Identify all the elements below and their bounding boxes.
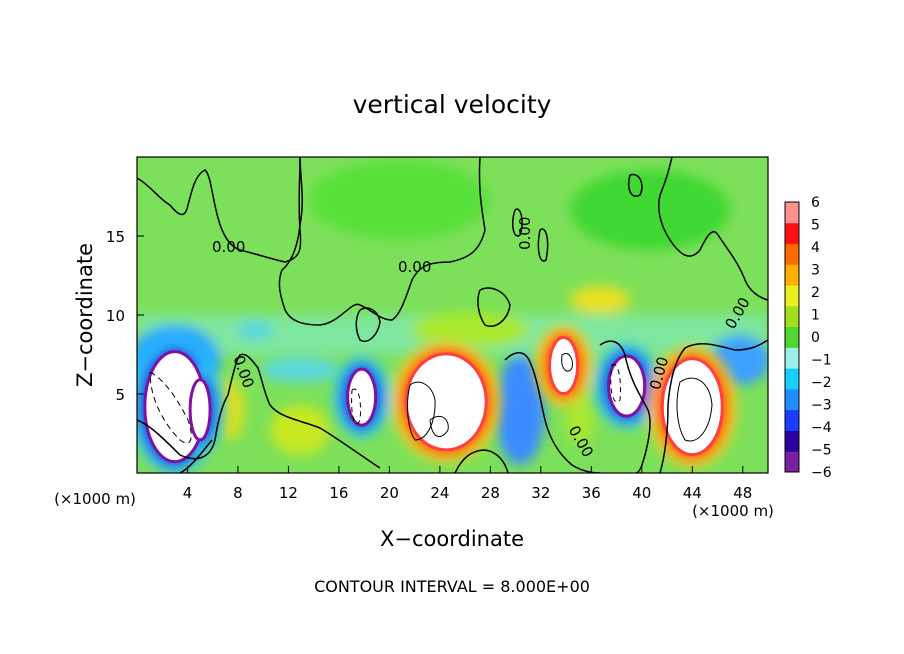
colorbar-tick-label: −5 [811, 443, 832, 459]
x-axis-label: X−coordinate [380, 527, 524, 551]
x-tick-label: 44 [683, 484, 702, 502]
x-unit-left: (×1000 m) [54, 490, 136, 508]
colorbar-swatch [785, 388, 799, 411]
colorbar: 6 5 4 3 2 1 0 −1 −2 −3 −4 −5 −6 [784, 195, 832, 481]
colorbar-swatch [785, 285, 799, 307]
y-axis-label: Z−coordinate [73, 243, 97, 387]
x-unit-right: (×1000 m) [692, 502, 774, 520]
zero-contours [137, 157, 768, 473]
x-axis: 4 8 12 16 20 24 28 32 36 40 44 48 [183, 466, 752, 502]
y-tick-label: 10 [106, 307, 125, 325]
x-tick-label: 40 [632, 484, 651, 502]
cell-core [188, 378, 212, 442]
cell-core [346, 367, 378, 427]
x-tick-label: 48 [733, 484, 752, 502]
colorbar-tick-label: −3 [811, 398, 832, 414]
x-tick-label: 24 [430, 484, 449, 502]
y-tick-label: 5 [115, 386, 125, 404]
colorbar-tick-label: 3 [811, 263, 820, 279]
x-tick-label: 36 [582, 484, 601, 502]
colorbar-tick-label: −6 [811, 465, 832, 481]
colorbar-tick-label: 1 [811, 308, 820, 324]
colorbar-tick-label: −1 [811, 353, 832, 369]
contour-label: 0.00 [516, 217, 534, 250]
colorbar-tick-label: 2 [811, 285, 820, 301]
colorbar-swatch [785, 326, 799, 348]
x-tick-label: 16 [329, 484, 348, 502]
colorbar-swatch [785, 368, 799, 390]
y-axis: 5 10 15 [106, 228, 144, 404]
colorbar-tick-label: 0 [811, 330, 820, 346]
contour-interval: CONTOUR INTERVAL = 8.000E+00 [314, 577, 590, 596]
colorbar-swatch [785, 202, 799, 224]
x-tick-label: 28 [481, 484, 500, 502]
colorbar-swatch [785, 451, 799, 473]
colorbar-tick-label: −2 [811, 375, 832, 391]
colorbar-frame [784, 201, 800, 473]
cell-core [660, 357, 724, 457]
colorbar-swatch [785, 305, 799, 328]
cell-core [607, 354, 647, 418]
colorbar-swatch [785, 409, 799, 431]
cell-core [548, 336, 580, 396]
colorbar-swatch [785, 264, 799, 286]
x-tick-label: 12 [279, 484, 298, 502]
y-tick-label: 15 [106, 228, 125, 246]
x-tick-label: 20 [380, 484, 399, 502]
colorbar-swatch [785, 430, 799, 452]
colorbar-tick-label: 4 [811, 240, 820, 256]
heatmap-field [137, 157, 768, 473]
velocity-cells [137, 325, 737, 473]
colorbar-swatch [785, 222, 799, 245]
colorbar-tick-label: 5 [811, 218, 820, 234]
contour-label: 0.00 [212, 238, 245, 256]
cell-core [404, 352, 488, 452]
contour-label: 0.00 [398, 258, 431, 276]
colorbar-swatch [785, 347, 799, 369]
colorbar-swatch [785, 243, 799, 265]
x-tick-label: 8 [233, 484, 243, 502]
inner-contours [149, 353, 713, 444]
x-tick-label: 4 [183, 484, 193, 502]
colorbar-tick-label: −4 [811, 420, 832, 436]
x-tick-label: 32 [531, 484, 550, 502]
chart-title: vertical velocity [353, 90, 552, 119]
colorbar-tick-label: 6 [811, 195, 820, 211]
